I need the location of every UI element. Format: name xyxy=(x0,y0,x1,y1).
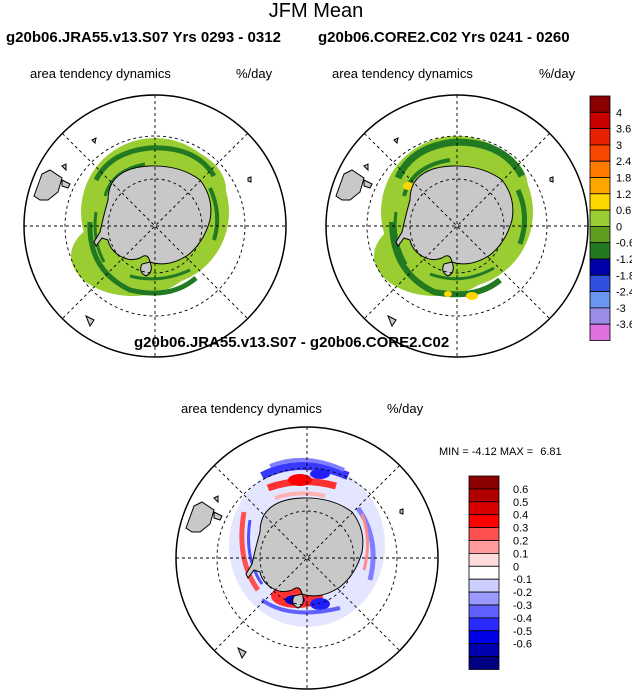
top-colorbar-swatch xyxy=(589,193,611,211)
panel-2-map-border xyxy=(325,94,589,358)
top-colorbar-swatch xyxy=(589,323,611,341)
top-colorbar-tick-label: 0.6 xyxy=(616,205,631,217)
panel-2-title: g20b06.CORE2.C02 Yrs 0241 - 0260 xyxy=(318,29,570,46)
top-colorbar: 4 3.6 3 2.4 1.8 1.2 0.6 0 -0.6 -1.2 -1.8 -2.4 -3 -3.6 xyxy=(589,95,632,341)
panel-2-units-label: %/day xyxy=(539,66,576,81)
panel-3-units-label: %/day xyxy=(387,401,424,416)
bottom-colorbar-swatch xyxy=(468,617,500,632)
panel-3-min-max: MIN = -4.12 MAX = 6.81 xyxy=(439,446,562,458)
top-colorbar-tick-label: 1.2 xyxy=(616,189,631,201)
bottom-colorbar-tick-label: 0.6 xyxy=(513,484,528,496)
bottom-colorbar: 0.60.50.40.30.20.10-0.1-0.2-0.3-0.4-0.5-… xyxy=(468,475,532,670)
panel-1-map-border xyxy=(23,94,287,358)
top-colorbar-tick-label: -2.4 xyxy=(616,287,632,299)
top-colorbar-tick-label: 3.6 xyxy=(616,124,631,136)
top-colorbar-swatch xyxy=(589,258,611,276)
panel-2-variable-label: area tendency dynamics xyxy=(332,66,473,81)
bottom-colorbar-tick-label: -0.2 xyxy=(513,587,532,599)
top-colorbar-tick-label: -1.2 xyxy=(616,254,632,266)
panel-1-land xyxy=(33,137,252,328)
top-colorbar-tick-label: -0.6 xyxy=(616,238,632,250)
bottom-colorbar-swatch xyxy=(468,578,500,593)
top-colorbar-tick-label: -3.6 xyxy=(616,319,632,331)
bottom-colorbar-tick-label: -0.5 xyxy=(513,626,532,638)
min-label: MIN = xyxy=(439,446,469,458)
top-colorbar-tick-label: -1.8 xyxy=(616,270,632,282)
top-colorbar-tick-label: 1.8 xyxy=(616,173,631,185)
panel-3-variable-label: area tendency dynamics xyxy=(181,401,322,416)
top-colorbar-swatch xyxy=(589,95,611,113)
max-value: 6.81 xyxy=(540,446,562,458)
panel-1-title: g20b06.JRA55.v13.S07 Yrs 0293 - 0312 xyxy=(6,29,281,46)
top-colorbar-tick-label: 0 xyxy=(616,221,622,233)
top-colorbar-swatch xyxy=(589,144,611,162)
bottom-colorbar-tick-label: -0.1 xyxy=(513,574,532,586)
bottom-colorbar-swatch xyxy=(468,540,500,554)
bottom-colorbar-tick-label: 0.4 xyxy=(513,510,528,522)
bottom-colorbar-swatch xyxy=(468,565,500,580)
panel-3-land xyxy=(185,495,404,660)
panel-1-units-label: %/day xyxy=(236,66,273,81)
top-colorbar-swatch xyxy=(589,177,611,195)
top-colorbar-swatch xyxy=(589,209,611,227)
bottom-colorbar-swatch xyxy=(468,514,500,529)
panel-1-variable-label: area tendency dynamics xyxy=(30,66,171,81)
top-colorbar-swatch xyxy=(589,307,611,325)
panel-3-graticule xyxy=(176,427,438,689)
page-title: JFM Mean xyxy=(268,0,364,22)
panel-2-graticule xyxy=(326,95,588,357)
panel-2-map xyxy=(325,94,589,358)
min-value: -4.12 xyxy=(471,446,497,458)
panel-3-title: g20b06.JRA55.v13.S07 - g20b06.CORE2.C02 xyxy=(134,334,450,351)
bottom-colorbar-swatch xyxy=(468,527,500,541)
bottom-colorbar-swatch xyxy=(468,604,500,619)
bottom-colorbar-swatch xyxy=(468,553,500,567)
bottom-colorbar-swatch xyxy=(468,656,500,670)
max-label: MAX = xyxy=(499,446,534,458)
panel-1-graticule xyxy=(24,95,286,357)
top-colorbar-swatch xyxy=(589,160,611,178)
bottom-colorbar-tick-label: 0 xyxy=(513,561,519,573)
bottom-colorbar-tick-label: 0.3 xyxy=(513,523,528,535)
bottom-colorbar-tick-label: -0.4 xyxy=(513,613,532,625)
bottom-colorbar-swatch xyxy=(468,475,500,490)
top-colorbar-tick-label: -3 xyxy=(616,303,626,315)
top-colorbar-swatch xyxy=(589,225,611,244)
bottom-colorbar-swatch xyxy=(468,488,500,503)
top-colorbar-tick-label: 3 xyxy=(616,140,622,152)
bottom-colorbar-tick-label: 0.2 xyxy=(513,536,528,548)
top-colorbar-swatch xyxy=(589,274,611,293)
top-colorbar-tick-label: 2.4 xyxy=(616,156,631,168)
bottom-colorbar-tick-label: -0.6 xyxy=(513,639,532,651)
panel-1-map xyxy=(23,94,287,358)
top-colorbar-swatch xyxy=(589,242,611,260)
bottom-colorbar-tick-label: -0.3 xyxy=(513,600,532,612)
top-colorbar-swatch xyxy=(589,111,611,129)
bottom-colorbar-swatch xyxy=(468,643,500,657)
top-colorbar-tick-label: 4 xyxy=(616,107,622,119)
bottom-colorbar-tick-label: 0.1 xyxy=(513,548,528,560)
bottom-colorbar-tick-label: 0.5 xyxy=(513,497,528,509)
bottom-colorbar-swatch xyxy=(468,630,500,645)
top-colorbar-swatch xyxy=(589,128,611,146)
panel-2-land xyxy=(335,137,554,328)
bottom-colorbar-swatch xyxy=(468,591,500,606)
top-colorbar-swatch xyxy=(589,291,611,309)
bottom-colorbar-swatch xyxy=(468,501,500,516)
panel-3-map xyxy=(175,426,439,690)
